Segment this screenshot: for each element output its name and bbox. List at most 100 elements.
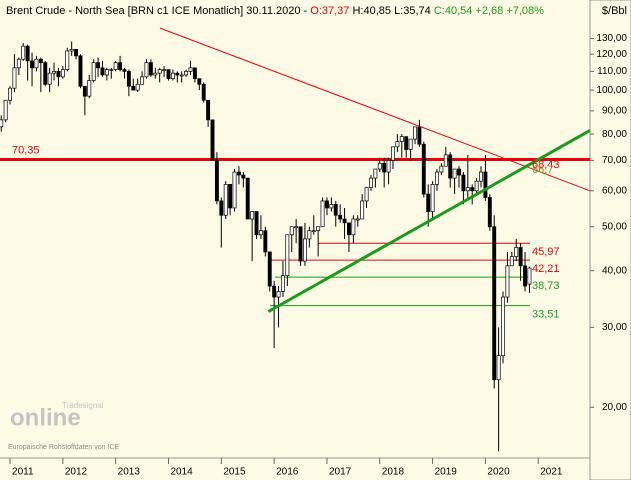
candle-body <box>118 62 123 70</box>
candle-body <box>135 83 140 91</box>
candle-body <box>197 78 202 85</box>
candle-body <box>201 83 206 101</box>
candle-body <box>461 174 466 192</box>
candle-body <box>16 58 21 69</box>
candle-body <box>342 218 347 224</box>
y-tick-label: 50,00 <box>602 221 627 232</box>
candle-body <box>131 85 136 91</box>
level-label: 70,35 <box>12 144 40 156</box>
candle-body <box>435 171 439 185</box>
candle-body <box>47 72 52 85</box>
candle-body <box>12 67 17 89</box>
candle-body <box>470 187 475 192</box>
candle-body <box>38 58 43 63</box>
candle-body <box>113 62 118 70</box>
candle-body <box>214 160 219 202</box>
candle-body <box>263 230 268 253</box>
candle-body <box>509 256 514 267</box>
candle-body <box>479 171 483 182</box>
candle-body <box>250 211 255 220</box>
candle-body <box>258 230 263 236</box>
candle-body <box>175 72 180 76</box>
level-label: 33,51 <box>532 308 560 320</box>
candle-body <box>373 168 378 179</box>
candle-body <box>210 119 215 161</box>
candle-body <box>320 200 325 228</box>
y-axis-area <box>589 0 631 480</box>
ma-label: 66,7 <box>532 164 553 176</box>
candle-body <box>311 230 316 233</box>
candle-body <box>228 183 233 209</box>
watermark-small: Tradesignal <box>62 401 104 410</box>
candle-body <box>100 67 105 76</box>
candle-body <box>219 200 224 216</box>
candle-body <box>126 71 131 87</box>
level-label: 42,21 <box>532 263 560 275</box>
candle-body <box>0 119 4 128</box>
candle-body <box>74 48 79 57</box>
candle-body <box>417 126 422 145</box>
x-tick-label: 2016 <box>276 467 299 478</box>
candle-body <box>148 62 153 76</box>
candle-body <box>272 285 277 298</box>
candle-body <box>3 99 8 121</box>
candle-body <box>206 99 211 121</box>
candle-body <box>377 162 382 170</box>
candle-body <box>457 168 461 176</box>
candle-body <box>289 226 294 236</box>
candle-body <box>30 60 34 69</box>
candle-body <box>355 218 360 221</box>
x-tick-label: 2011 <box>12 467 34 478</box>
candle-body <box>21 45 26 60</box>
candle-body <box>351 218 356 236</box>
candle-body <box>404 136 409 150</box>
candle-body <box>162 69 167 71</box>
candle-body <box>298 226 303 262</box>
candle-body <box>166 69 171 80</box>
candle-body <box>254 211 259 236</box>
candle-body <box>122 69 127 72</box>
x-tick-label: 2017 <box>329 467 352 478</box>
candle-body <box>245 177 250 220</box>
candle-body <box>347 222 351 236</box>
header: Brent Crude - North Sea [BRN c1 ICE Mona… <box>6 5 544 17</box>
candle-body <box>518 247 523 267</box>
x-tick-label: 2021 <box>540 467 563 478</box>
candle-body <box>386 160 391 173</box>
level-label: 38,73 <box>532 280 560 292</box>
candle-body <box>325 200 329 209</box>
y-tick-label: 90,00 <box>602 106 627 117</box>
candle-body <box>144 62 149 78</box>
candle-body <box>474 180 479 192</box>
candle-body <box>236 171 241 176</box>
candle-body <box>60 69 65 78</box>
candle-body <box>25 45 30 62</box>
candle-body <box>307 230 312 240</box>
header-bg <box>2 2 587 19</box>
candle-body <box>430 183 435 212</box>
quote-change: C:40,54 +2,68 +7,08% <box>434 5 544 17</box>
header-title: Brent Crude - North Sea [BRN c1 ICE Mona… <box>6 5 310 17</box>
candle-body <box>483 171 488 198</box>
candle-body <box>399 136 404 142</box>
x-tick-label: 2015 <box>223 467 246 478</box>
candle-body <box>514 247 519 257</box>
candle-body <box>82 85 87 97</box>
candle-body <box>452 168 457 179</box>
candle-body <box>338 214 343 220</box>
candle-body <box>78 55 83 87</box>
x-tick-label: 2018 <box>382 467 405 478</box>
candle-body <box>487 197 492 228</box>
ma-label: 68,43 <box>532 159 560 171</box>
y-tick-label: 70,00 <box>602 155 627 166</box>
candle-body <box>104 69 109 76</box>
candle-body <box>333 204 338 216</box>
candle-body <box>413 126 417 140</box>
candle-body <box>192 67 197 80</box>
y-tick-label: 100,00 <box>596 85 627 96</box>
unit: $/Bbl <box>602 5 627 17</box>
source: Europäische Rohstoffdaten von ICE <box>8 444 119 451</box>
